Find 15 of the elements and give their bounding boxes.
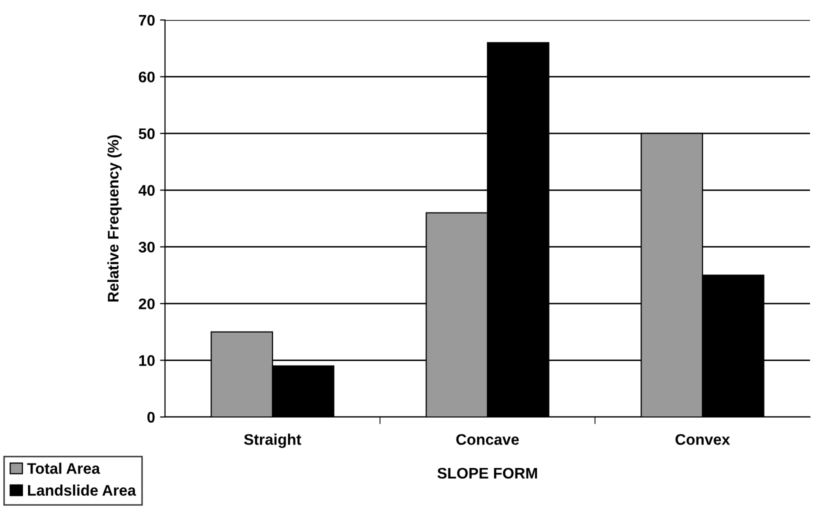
y-tick-label: 20 xyxy=(138,298,155,310)
legend-label: Total Area xyxy=(27,462,100,474)
x-axis-title: SLOPE FORM xyxy=(437,468,537,479)
x-tick-label: Concave xyxy=(456,434,519,445)
legend-label: Landslide Area xyxy=(28,484,136,496)
y-tick-label: 40 xyxy=(138,185,155,196)
y-axis-title: Relative Frequency (%) xyxy=(107,135,122,302)
y-tick-label: 30 xyxy=(138,242,155,253)
y-tick-label: 0 xyxy=(147,412,155,423)
y-tick-label: 10 xyxy=(139,355,155,366)
y-tick-label: 70 xyxy=(138,14,155,26)
y-tick-label: 60 xyxy=(138,72,155,82)
y-tick-label: 50 xyxy=(138,128,155,140)
x-tick-label: Convex xyxy=(676,434,730,445)
x-tick-label: Straight xyxy=(244,434,302,448)
